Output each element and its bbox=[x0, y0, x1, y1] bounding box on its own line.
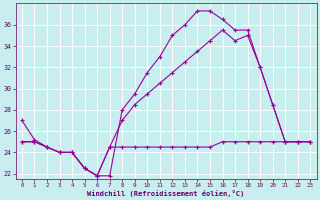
X-axis label: Windchill (Refroidissement éolien,°C): Windchill (Refroidissement éolien,°C) bbox=[87, 190, 245, 197]
